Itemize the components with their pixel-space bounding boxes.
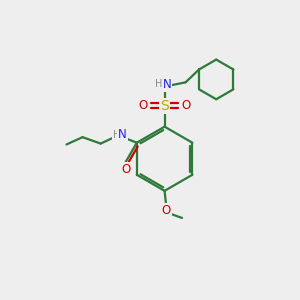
Text: O: O [121,163,130,176]
Text: H: H [113,130,120,140]
Text: O: O [181,99,190,112]
Text: S: S [160,99,169,113]
Text: O: O [139,99,148,112]
Text: O: O [161,204,171,217]
Text: N: N [118,128,127,141]
Text: N: N [163,78,171,91]
Text: H: H [155,80,162,89]
